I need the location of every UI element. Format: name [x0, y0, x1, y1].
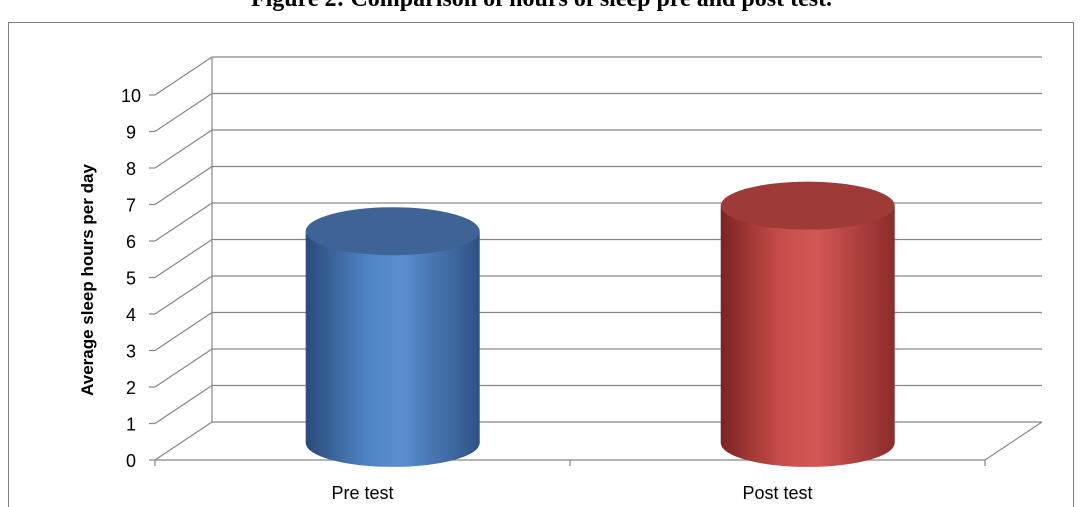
gridline-side — [154, 421, 213, 461]
chart-frame — [8, 22, 1074, 507]
gridline-side — [154, 93, 213, 132]
y-tick-label: 10 — [121, 86, 141, 106]
y-tick-label: 1 — [126, 415, 136, 435]
labels: 0 1 2 3 4 5 6 7 8 9 10 Pre test Post test — [121, 86, 813, 503]
floor-edge — [984, 421, 1043, 461]
gridline-side — [154, 202, 213, 242]
bar-post-test — [720, 181, 895, 467]
y-tick-label: 8 — [126, 159, 136, 179]
gridline-side — [154, 239, 213, 278]
y-axis-title: Average sleep hours per day — [78, 164, 97, 396]
figure-title: Figure 2: Comparison of hours of sleep p… — [0, 0, 1083, 13]
y-tick-label: 4 — [126, 305, 136, 325]
gridlines — [154, 56, 1042, 461]
x-tick-label: Post test — [742, 483, 812, 503]
bar-top — [305, 207, 480, 256]
axes — [149, 94, 1043, 466]
y-tick-label: 3 — [126, 342, 136, 362]
gridline-side — [154, 385, 213, 424]
bar-top — [720, 181, 895, 230]
gridline-side — [154, 166, 213, 205]
y-tick-label: 9 — [126, 123, 136, 143]
gridline-side — [154, 348, 213, 388]
y-tick-label: 6 — [126, 232, 136, 252]
y-tick-label: 2 — [126, 378, 136, 398]
y-tick-label: 7 — [126, 196, 136, 216]
gridline-side — [154, 129, 213, 169]
gridline-side — [154, 275, 213, 315]
bar-body — [720, 205, 895, 467]
gridline-side — [154, 56, 213, 96]
y-tick-label: 0 — [126, 451, 136, 471]
bars — [305, 181, 895, 467]
x-tick-label: Pre test — [331, 483, 393, 503]
gridline-side — [154, 312, 213, 351]
bar-body — [305, 231, 480, 467]
y-tick-label: 5 — [126, 269, 136, 289]
bar-pre-test — [305, 207, 480, 467]
